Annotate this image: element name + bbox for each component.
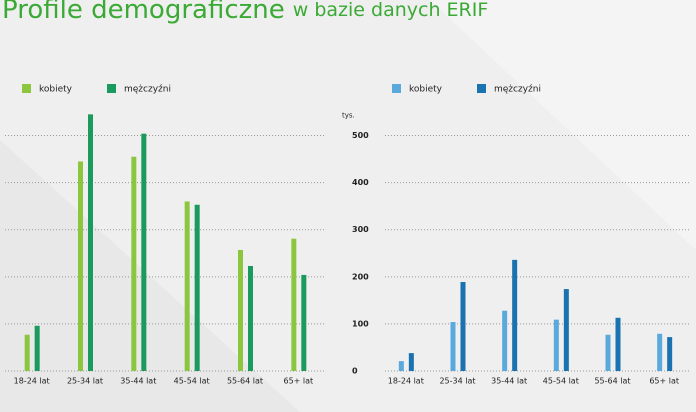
bar xyxy=(78,161,83,371)
bar xyxy=(450,322,456,371)
bar xyxy=(605,334,611,371)
bar xyxy=(88,114,93,371)
bar xyxy=(460,281,466,371)
bar xyxy=(408,353,414,371)
title-main: Profile demograficzne xyxy=(2,0,285,25)
bar xyxy=(184,201,190,371)
bar xyxy=(291,238,297,371)
y-tick-label: 300 xyxy=(352,225,369,234)
x-tick-label: 18-24 lat xyxy=(14,377,50,386)
y-tick-label: 200 xyxy=(352,272,369,281)
x-tick-label: 18-24 lat xyxy=(388,377,424,386)
x-tick-label: 45-54 lat xyxy=(174,377,210,386)
x-tick-label: 25-34 lat xyxy=(67,377,103,386)
legend-label: kobiety xyxy=(409,85,443,95)
x-tick-label: 55-64 lat xyxy=(594,377,630,386)
bar xyxy=(667,337,673,371)
title: Profile demograficzne w bazie danych ERIF xyxy=(2,0,488,25)
y-tick-label: 100 xyxy=(352,319,369,328)
legend-swatch xyxy=(392,84,401,93)
legend-swatch xyxy=(477,84,486,93)
legend-label: kobiety xyxy=(39,85,73,95)
bar xyxy=(248,265,253,371)
bar xyxy=(398,361,404,371)
x-tick-label: 35-44 lat xyxy=(120,377,156,386)
legend-label: mężczyźni xyxy=(124,85,171,95)
x-tick-label: 25-34 lat xyxy=(439,377,475,386)
y-tick-label: 500 xyxy=(352,131,369,140)
title-sub: w bazie danych ERIF xyxy=(293,0,489,21)
y-tick-label: 0 xyxy=(352,367,358,376)
bar xyxy=(34,325,40,371)
bar xyxy=(24,334,30,371)
x-tick-label: 35-44 lat xyxy=(491,377,527,386)
bar xyxy=(141,133,147,371)
bar xyxy=(615,317,621,371)
bar xyxy=(563,289,569,371)
background-shape xyxy=(430,0,696,250)
bar xyxy=(301,274,307,371)
bar xyxy=(512,259,518,371)
x-tick-label: 65+ lat xyxy=(649,377,679,386)
bar xyxy=(194,204,200,371)
x-tick-label: 65+ lat xyxy=(283,377,313,386)
bar xyxy=(657,333,663,371)
bar xyxy=(238,249,243,371)
x-tick-label: 55-64 lat xyxy=(227,377,263,386)
legend-swatch xyxy=(22,84,31,93)
x-tick-label: 45-54 lat xyxy=(543,377,579,386)
background-shape xyxy=(0,140,300,412)
y-unit: tys. xyxy=(342,112,355,120)
legend-label: mężczyźni xyxy=(494,85,541,95)
legend-swatch xyxy=(107,84,116,93)
bar xyxy=(131,156,137,371)
bar xyxy=(502,310,508,371)
y-tick-label: 400 xyxy=(352,178,369,187)
bar xyxy=(553,319,559,371)
